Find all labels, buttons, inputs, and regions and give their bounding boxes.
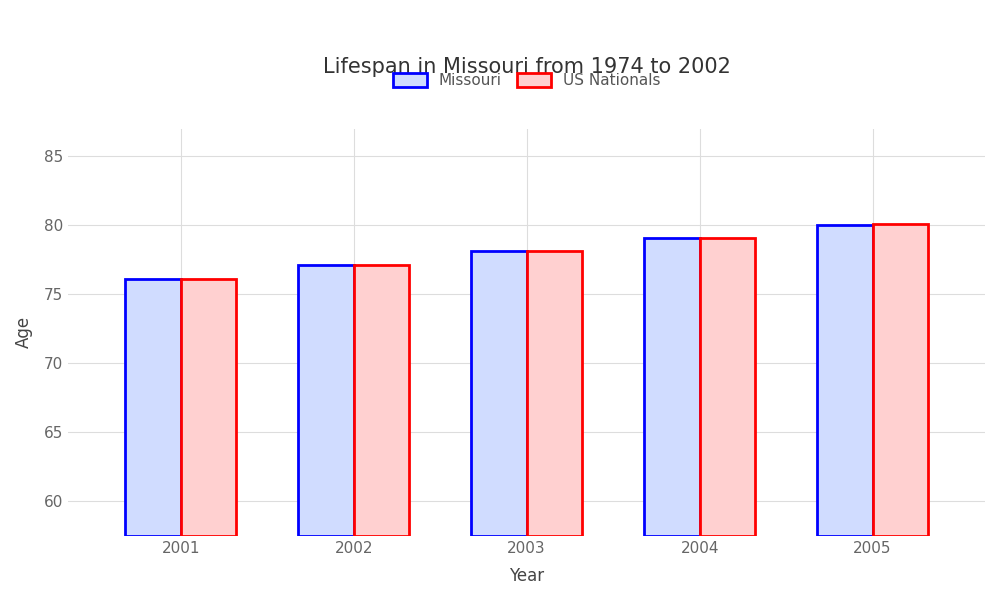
Bar xyxy=(817,225,873,536)
Legend: Missouri, US Nationals: Missouri, US Nationals xyxy=(387,67,667,94)
Bar xyxy=(873,224,928,536)
Bar xyxy=(181,279,236,536)
X-axis label: Year: Year xyxy=(509,567,544,585)
Bar xyxy=(125,279,181,536)
Bar xyxy=(700,238,755,536)
Y-axis label: Age: Age xyxy=(15,316,33,349)
Bar xyxy=(471,251,527,536)
Bar xyxy=(354,265,409,536)
Bar xyxy=(527,251,582,536)
Bar xyxy=(298,265,354,536)
Title: Lifespan in Missouri from 1974 to 2002: Lifespan in Missouri from 1974 to 2002 xyxy=(323,57,731,77)
Bar xyxy=(644,238,700,536)
